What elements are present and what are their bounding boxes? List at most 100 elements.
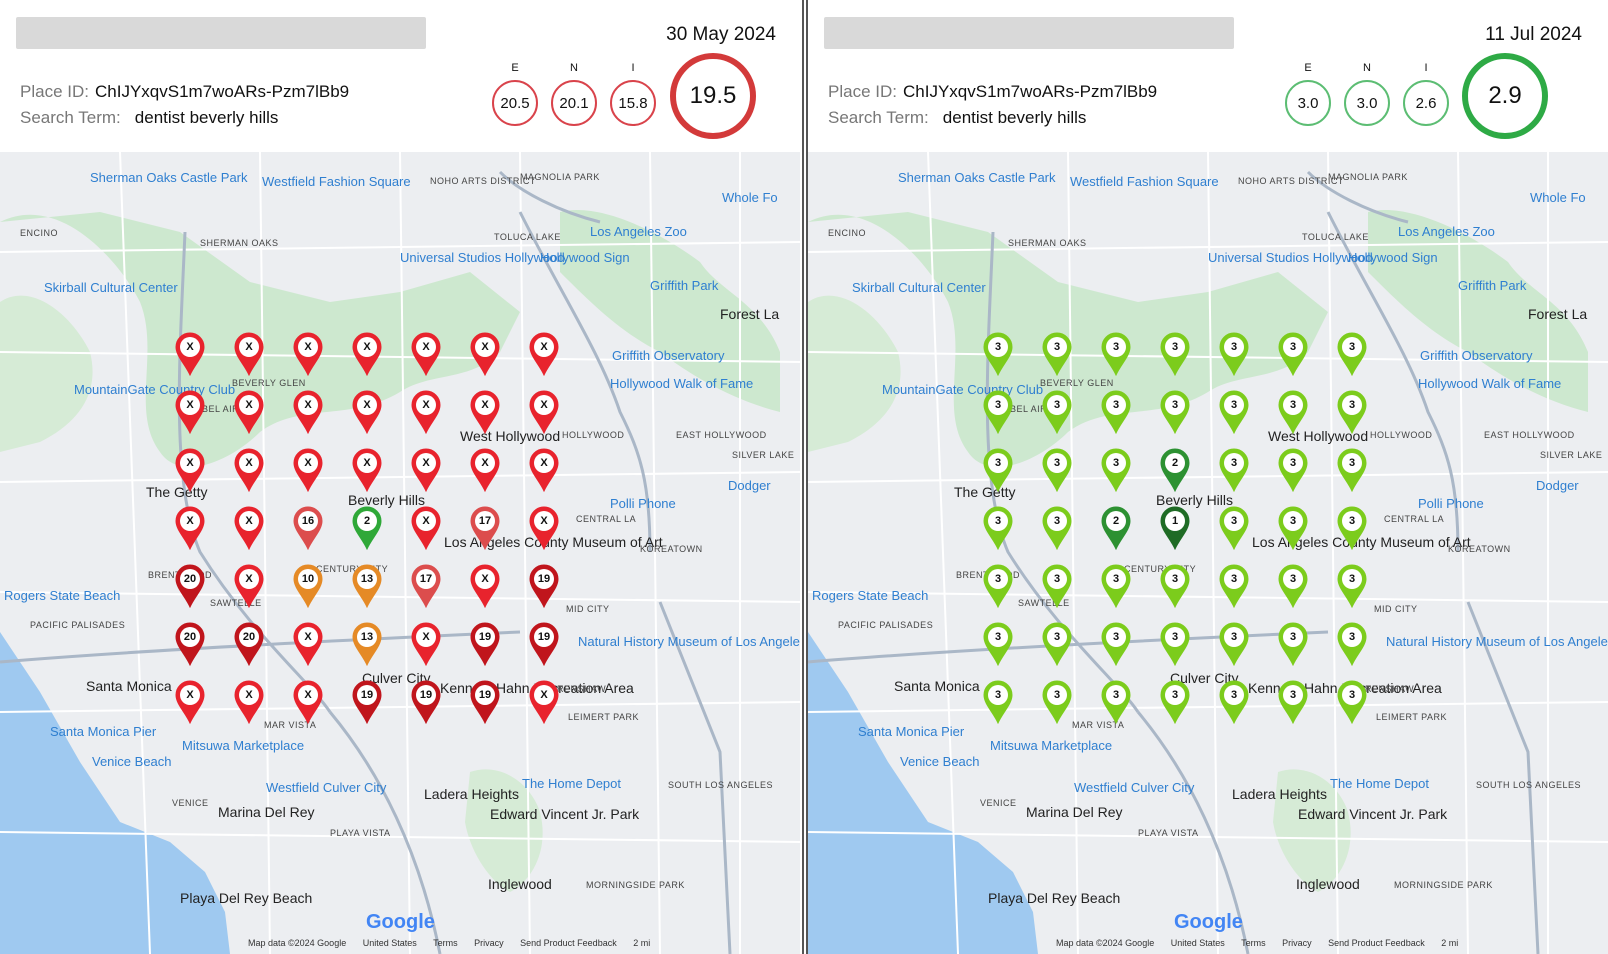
rank-pin[interactable]: X [470, 390, 500, 434]
rank-pin[interactable]: X [175, 332, 205, 376]
rank-pin[interactable]: 17 [411, 564, 441, 608]
rank-pin[interactable]: 10 [293, 564, 323, 608]
rank-pin[interactable]: 3 [1219, 448, 1249, 492]
rank-pin[interactable]: 13 [352, 622, 382, 666]
rank-pin[interactable]: 1 [1160, 506, 1190, 550]
rank-pin[interactable]: X [234, 390, 264, 434]
rank-pin[interactable]: 3 [983, 448, 1013, 492]
rank-pin[interactable]: 20 [175, 622, 205, 666]
privacy-link[interactable]: Privacy [1282, 938, 1312, 948]
rank-pin[interactable]: 3 [1160, 390, 1190, 434]
rank-pin[interactable]: 3 [1042, 448, 1072, 492]
rank-pin[interactable]: 3 [1278, 332, 1308, 376]
rank-pin[interactable]: 2 [1101, 506, 1131, 550]
rank-pin[interactable]: X [352, 448, 382, 492]
rank-pin[interactable]: 3 [1042, 506, 1072, 550]
rank-pin[interactable]: X [293, 680, 323, 724]
rank-pin[interactable]: X [352, 390, 382, 434]
rank-pin[interactable]: 3 [1278, 390, 1308, 434]
rank-pin[interactable]: 3 [1278, 564, 1308, 608]
rank-pin[interactable]: 3 [1337, 390, 1367, 434]
rank-pin[interactable]: 3 [1219, 506, 1249, 550]
terms-link[interactable]: Terms [1241, 938, 1266, 948]
rank-pin[interactable]: X [175, 680, 205, 724]
rank-pin[interactable]: 3 [1101, 564, 1131, 608]
rank-pin[interactable]: X [411, 622, 441, 666]
rank-pin[interactable]: X [470, 332, 500, 376]
map[interactable]: Sherman Oaks Castle Park Westfield Fashio… [0, 152, 800, 954]
rank-pin[interactable]: X [293, 448, 323, 492]
rank-pin[interactable]: 3 [1042, 390, 1072, 434]
rank-pin[interactable]: X [529, 506, 559, 550]
rank-pin[interactable]: 19 [470, 680, 500, 724]
rank-pin[interactable]: X [234, 506, 264, 550]
rank-pin[interactable]: 3 [1278, 622, 1308, 666]
rank-pin[interactable]: 17 [470, 506, 500, 550]
rank-pin[interactable]: X [411, 390, 441, 434]
rank-pin[interactable]: 3 [983, 332, 1013, 376]
rank-pin[interactable]: 3 [1337, 622, 1367, 666]
rank-pin[interactable]: X [175, 506, 205, 550]
rank-pin[interactable]: 3 [1042, 680, 1072, 724]
rank-pin[interactable]: 13 [352, 564, 382, 608]
rank-pin[interactable]: X [411, 506, 441, 550]
rank-pin[interactable]: X [352, 332, 382, 376]
rank-pin[interactable]: 3 [1278, 680, 1308, 724]
rank-pin[interactable]: X [175, 390, 205, 434]
rank-pin[interactable]: 3 [1337, 564, 1367, 608]
rank-pin[interactable]: 2 [1160, 448, 1190, 492]
rank-pin[interactable]: 19 [529, 622, 559, 666]
rank-pin[interactable]: X [529, 390, 559, 434]
rank-pin[interactable]: 19 [470, 622, 500, 666]
rank-pin[interactable]: 3 [1337, 332, 1367, 376]
rank-pin[interactable]: 3 [1160, 622, 1190, 666]
privacy-link[interactable]: Privacy [474, 938, 504, 948]
rank-pin[interactable]: 3 [983, 390, 1013, 434]
rank-pin[interactable]: 3 [1337, 448, 1367, 492]
rank-pin[interactable]: X [234, 448, 264, 492]
rank-pin[interactable]: 3 [1042, 332, 1072, 376]
rank-pin[interactable]: 3 [1337, 506, 1367, 550]
rank-pin[interactable]: X [470, 448, 500, 492]
rank-pin[interactable]: 19 [352, 680, 382, 724]
rank-pin[interactable]: 3 [1278, 506, 1308, 550]
rank-pin[interactable]: 3 [983, 622, 1013, 666]
rank-pin[interactable]: 19 [529, 564, 559, 608]
rank-pin[interactable]: 3 [1042, 564, 1072, 608]
rank-pin[interactable]: 3 [983, 564, 1013, 608]
rank-pin[interactable]: 3 [1219, 332, 1249, 376]
feedback-link[interactable]: Send Product Feedback [520, 938, 617, 948]
rank-pin[interactable]: 3 [1042, 622, 1072, 666]
rank-pin[interactable]: X [411, 332, 441, 376]
terms-link[interactable]: Terms [433, 938, 458, 948]
rank-pin[interactable]: X [234, 680, 264, 724]
rank-pin[interactable]: X [293, 622, 323, 666]
rank-pin[interactable]: X [529, 680, 559, 724]
rank-pin[interactable]: X [293, 390, 323, 434]
rank-pin[interactable]: X [529, 448, 559, 492]
rank-pin[interactable]: 3 [1278, 448, 1308, 492]
rank-pin[interactable]: 3 [1160, 564, 1190, 608]
rank-pin[interactable]: X [234, 332, 264, 376]
feedback-link[interactable]: Send Product Feedback [1328, 938, 1425, 948]
rank-pin[interactable]: 3 [1101, 390, 1131, 434]
rank-pin[interactable]: X [234, 564, 264, 608]
rank-pin[interactable]: 3 [1160, 332, 1190, 376]
rank-pin[interactable]: 2 [352, 506, 382, 550]
rank-pin[interactable]: 19 [411, 680, 441, 724]
rank-pin[interactable]: X [293, 332, 323, 376]
rank-pin[interactable]: X [411, 448, 441, 492]
rank-pin[interactable]: 3 [1101, 332, 1131, 376]
rank-pin[interactable]: 3 [1101, 622, 1131, 666]
rank-pin[interactable]: 16 [293, 506, 323, 550]
rank-pin[interactable]: 3 [1101, 448, 1131, 492]
rank-pin[interactable]: 3 [1219, 622, 1249, 666]
rank-pin[interactable]: 20 [175, 564, 205, 608]
rank-pin[interactable]: 3 [1219, 390, 1249, 434]
map[interactable]: Sherman Oaks Castle Park Westfield Fashio… [808, 152, 1608, 954]
rank-pin[interactable]: 20 [234, 622, 264, 666]
rank-pin[interactable]: 3 [983, 506, 1013, 550]
rank-pin[interactable]: 3 [1219, 680, 1249, 724]
rank-pin[interactable]: 3 [1219, 564, 1249, 608]
rank-pin[interactable]: 3 [1160, 680, 1190, 724]
